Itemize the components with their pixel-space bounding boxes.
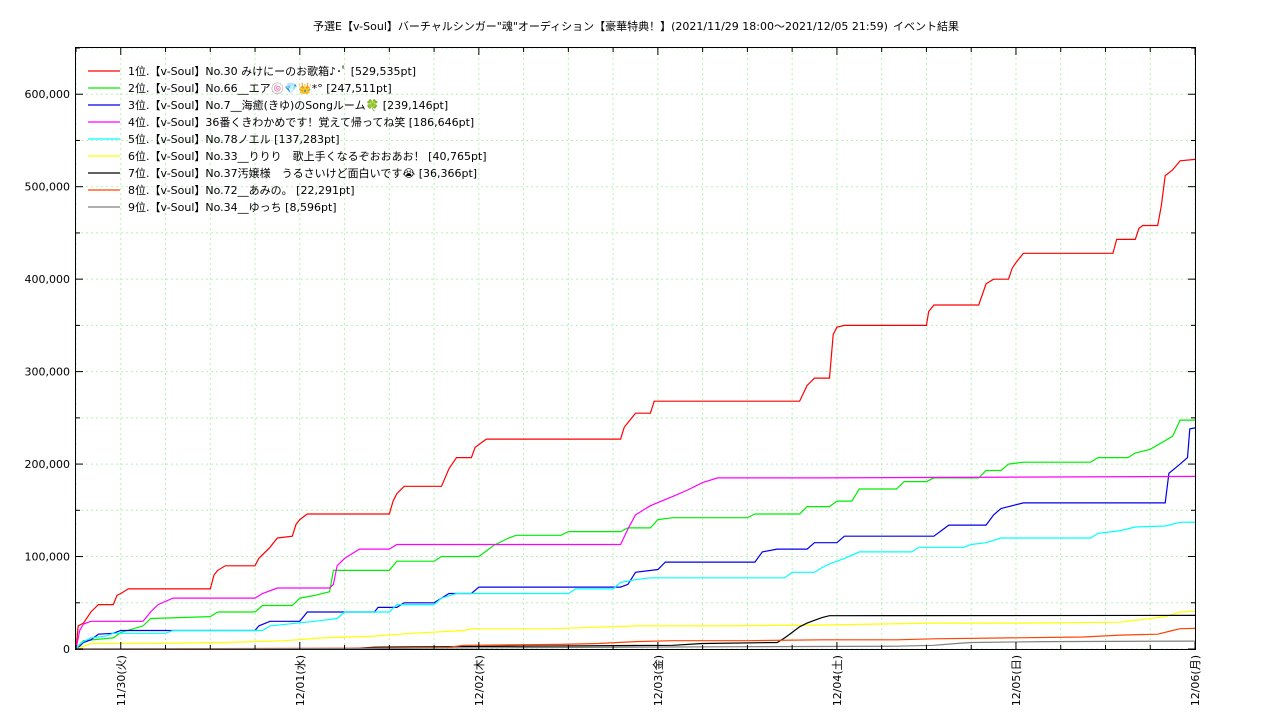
y-tick-label: 400,000 xyxy=(25,273,71,286)
series-line-7 xyxy=(76,614,1196,650)
series-line-1 xyxy=(75,158,1196,650)
y-tick-label: 300,000 xyxy=(25,366,71,379)
legend: 1位.【v-Soul】No.30 みけにーのお歌箱♪･ﾟ [529,535pt]… xyxy=(88,64,487,214)
y-tick-label: 100,000 xyxy=(25,551,71,564)
legend-label-8: 8位.【v-Soul】No.72__あみの。 [22,291pt] xyxy=(128,183,355,197)
legend-label-2: 2位.【v-Soul】No.66__エア🍥💎👑*° [247,511pt] xyxy=(128,81,392,95)
series-line-2 xyxy=(75,419,1195,650)
series-line-5 xyxy=(75,521,1196,650)
chart-title: 予選E【v-Soul】バーチャルシンガー"魂"オーディション【豪華特典！】(20… xyxy=(313,19,888,33)
x-tick-label: 12/06(月) xyxy=(1189,655,1202,706)
series-group xyxy=(75,158,1196,650)
chart-title-suffix: イベント結果 xyxy=(893,19,959,33)
x-tick-label: 12/01(水) xyxy=(294,655,307,706)
legend-label-9: 9位.【v-Soul】No.34__ゆっち [8,596pt] xyxy=(128,200,337,214)
y-tick-label: 600,000 xyxy=(25,88,71,101)
legend-label-7: 7位.【v-Soul】No.37汚嬢様 うるさいけど面白いです😭 [36,366… xyxy=(128,166,477,180)
legend-label-3: 3位.【v-Soul】No.7__海癒(きゆ)のSongルーム🍀 [239,14… xyxy=(128,98,448,112)
legend-label-1: 1位.【v-Soul】No.30 みけにーのお歌箱♪･ﾟ [529,535pt] xyxy=(128,64,416,78)
x-tick-label: 12/05(日) xyxy=(1010,655,1023,706)
x-tick-label: 12/04(土) xyxy=(831,655,844,706)
legend-label-4: 4位.【v-Soul】36番くきわかめです！覚えて帰ってね笑 [186,646p… xyxy=(128,115,474,129)
x-tick-label: 12/03(金) xyxy=(651,655,665,706)
axis-ticks: 0 100,000 200,000 300,000 400,000 500,000 600,… xyxy=(25,47,1202,706)
series-line-9 xyxy=(75,640,1196,650)
series-line-4 xyxy=(75,475,1196,650)
y-tick-label: 200,000 xyxy=(25,458,71,471)
plot-frame xyxy=(75,47,1196,650)
series-line-3 xyxy=(75,427,1196,650)
x-tick-label: 12/02(木) xyxy=(473,655,486,706)
legend-label-6: 6位.【v-Soul】No.33__りりり 歌上手くなるぞおおあお！ [40,7… xyxy=(128,149,487,163)
legend-label-5: 5位.【v-Soul】No.78ノエル [137,283pt] xyxy=(128,132,340,146)
y-tick-label: 500,000 xyxy=(25,181,71,194)
y-tick-label: 0 xyxy=(63,643,70,656)
series-line-8 xyxy=(75,627,1196,650)
series-line-6 xyxy=(75,610,1196,650)
x-tick-label: 11/30(火) xyxy=(115,655,128,706)
